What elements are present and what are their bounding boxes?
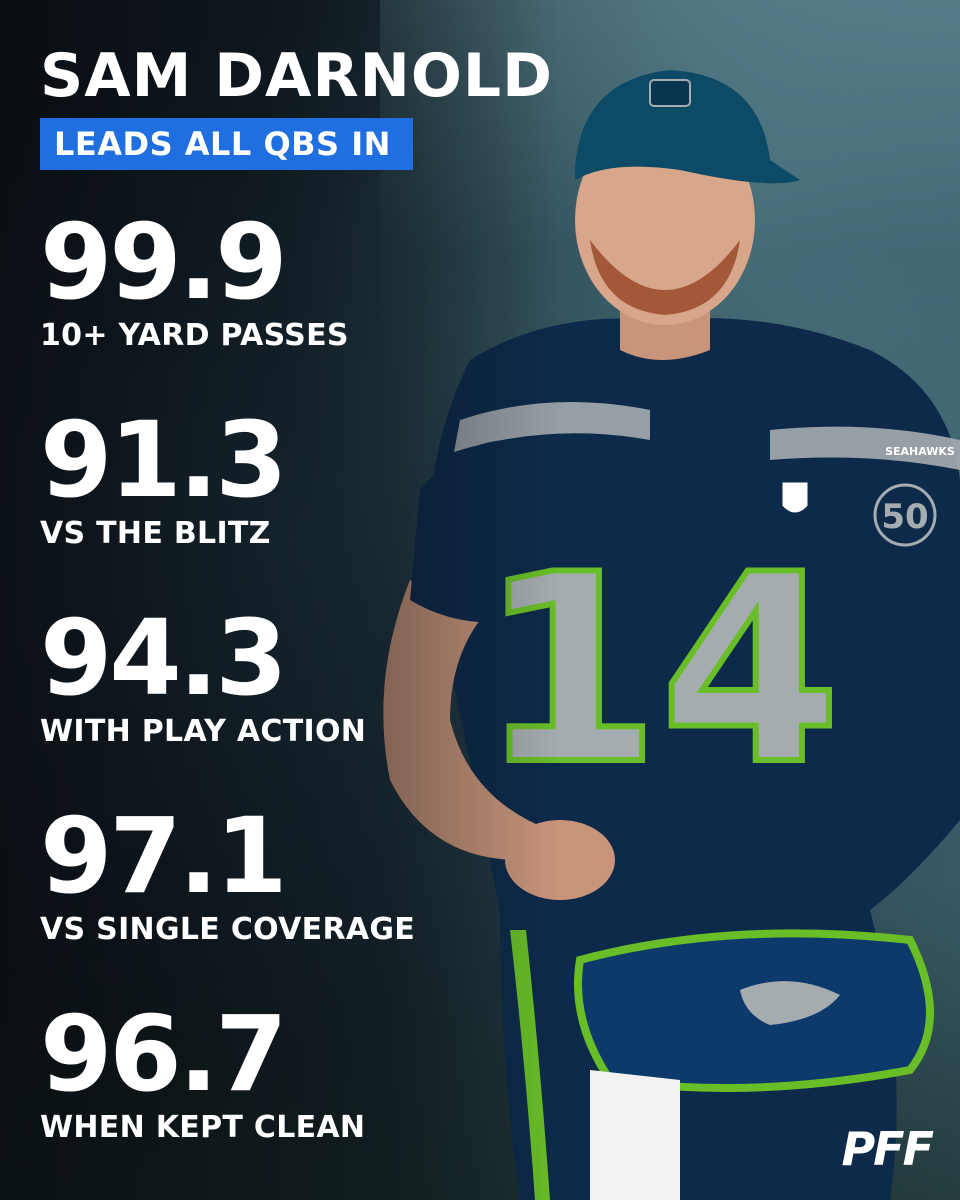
stat-value: 97.1	[40, 795, 288, 917]
anniversary-patch	[873, 483, 937, 547]
jersey-wordmark: SEAHAWKS	[885, 445, 955, 458]
stat-value: 96.7	[40, 993, 288, 1115]
anniversary-patch-number: 50	[881, 497, 928, 537]
seahawks-logo-icon	[740, 981, 840, 1025]
beard	[590, 240, 740, 315]
cap-logo	[649, 79, 691, 107]
stat-value: 99.9	[40, 201, 288, 323]
text-backdrop-gradient	[0, 0, 560, 1200]
jersey	[430, 318, 960, 910]
stat-label: VS THE BLITZ	[40, 516, 271, 551]
stat-label: VS SINGLE COVERAGE	[40, 912, 416, 947]
subtitle-banner: LEADS ALL QBS IN	[40, 118, 413, 170]
stat-label: WITH PLAY ACTION	[40, 714, 367, 749]
shoulder-stripe-right	[770, 426, 960, 470]
stat-value: 94.3	[40, 597, 288, 719]
cap	[575, 70, 800, 184]
towel	[590, 1070, 680, 1200]
stat-block: 99.9 10+ YARD PASSES	[40, 201, 349, 354]
nfl-shield-icon	[781, 481, 809, 514]
pff-logo: PFF	[841, 1122, 934, 1176]
stat-block: 91.3 VS THE BLITZ	[40, 399, 288, 552]
stat-block: 96.7 WHEN KEPT CLEAN	[40, 993, 366, 1146]
stat-label: WHEN KEPT CLEAN	[40, 1110, 366, 1145]
stat-block: 94.3 WITH PLAY ACTION	[40, 597, 367, 750]
player-name: SAM DARNOLD	[40, 41, 553, 111]
stat-value: 91.3	[40, 399, 288, 521]
stat-block: 97.1 VS SINGLE COVERAGE	[40, 795, 416, 948]
stat-label: 10+ YARD PASSES	[40, 318, 349, 353]
